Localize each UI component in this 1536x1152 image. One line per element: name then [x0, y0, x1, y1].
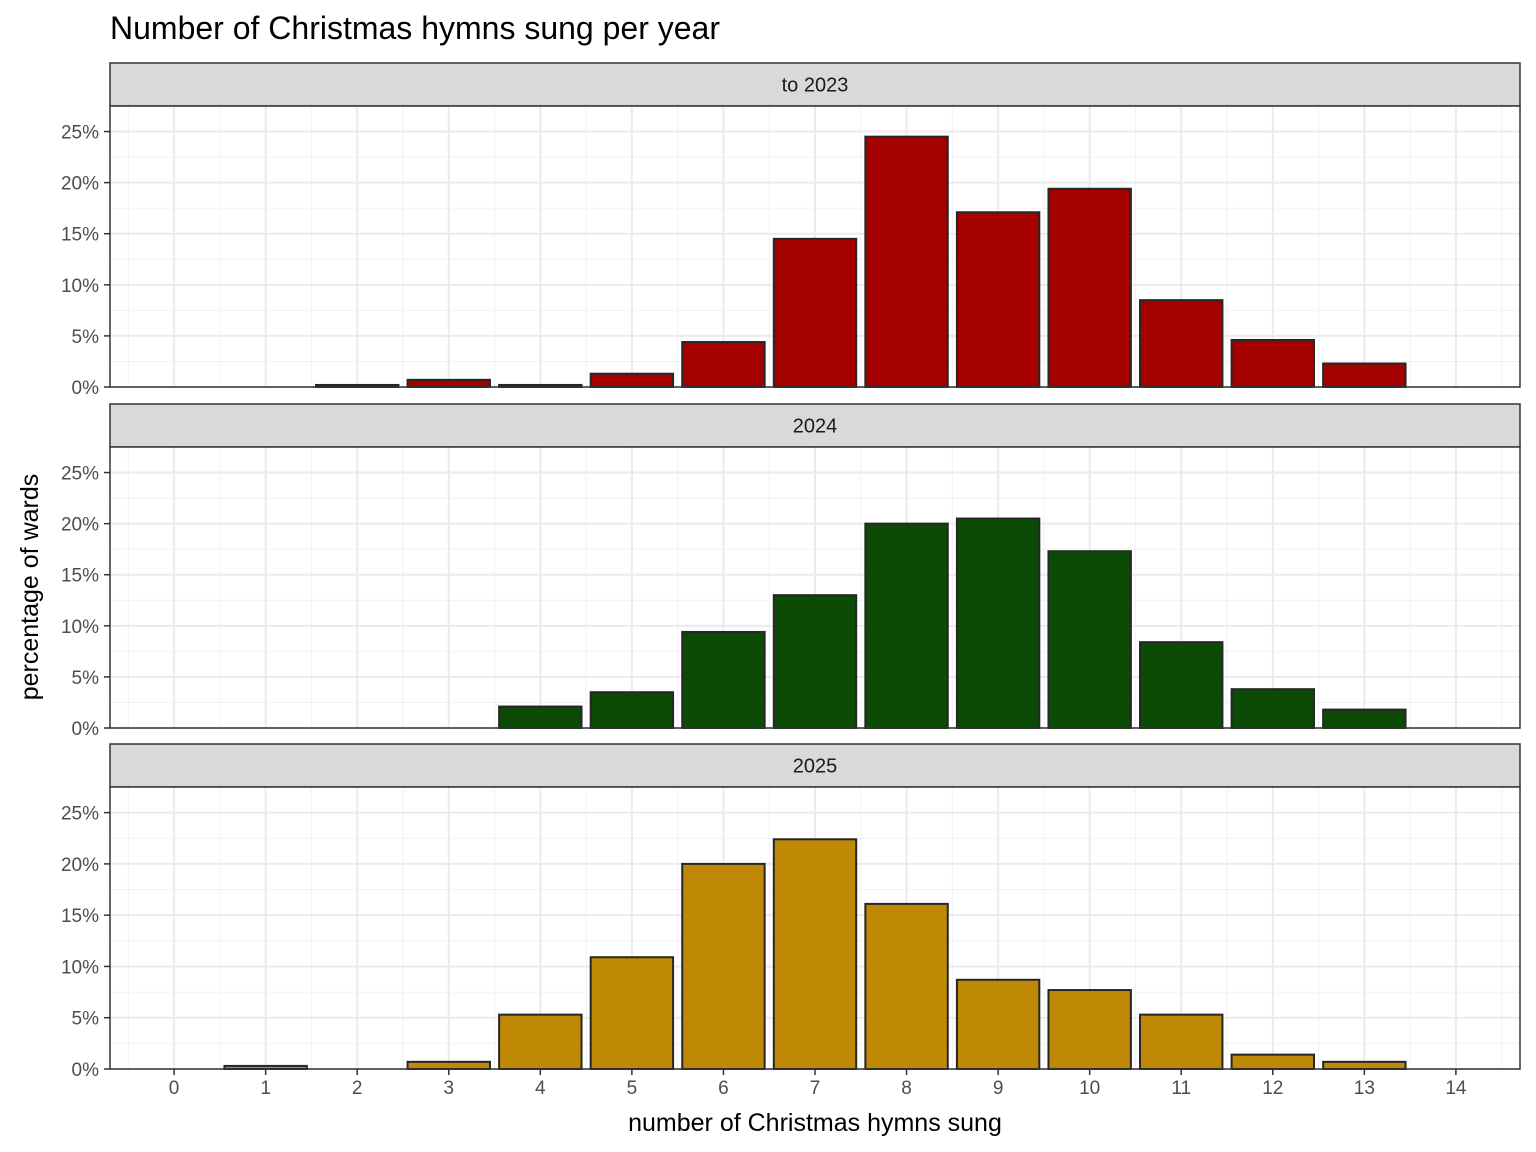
y-tick-label: 25% [61, 464, 99, 485]
bar [864, 902, 949, 1070]
bar [1047, 550, 1132, 730]
y-tick-label: 25% [61, 804, 99, 825]
bar [589, 956, 675, 1071]
bar [772, 594, 858, 729]
facet-panel: 2024 0% 5% 10% 15% 20% 25% [61, 403, 1521, 740]
bar [589, 372, 675, 389]
y-tick-label: 20% [61, 855, 99, 876]
chart-title: Number of Christmas hymns sung per year [110, 10, 720, 46]
bar [772, 237, 858, 388]
bar [864, 522, 949, 729]
bar [406, 1060, 491, 1070]
x-tick-label: 12 [1262, 1078, 1283, 1099]
x-axis: 0 1 2 3 4 5 6 7 8 9 10 11 12 13 14 [169, 1069, 1467, 1099]
y-axis-title: percentage of wards [16, 474, 44, 701]
y-tick-label: 15% [61, 225, 99, 246]
bar [1322, 1060, 1407, 1070]
y-tick-label: 0% [72, 378, 100, 399]
facet-panel: 2025 0% 5% 10% 15% 20% 25% [61, 743, 1521, 1081]
y-tick-label: 5% [72, 327, 100, 348]
bar [1322, 708, 1407, 730]
x-tick-label: 13 [1354, 1078, 1375, 1099]
bar [498, 705, 583, 729]
facet-strip-label: to 2023 [782, 75, 849, 97]
x-tick-label: 14 [1445, 1078, 1467, 1099]
bar [1230, 338, 1315, 389]
y-tick-label: 0% [72, 1060, 100, 1081]
x-tick-label: 11 [1171, 1078, 1191, 1099]
y-tick-label: 20% [61, 174, 99, 195]
bar [1047, 187, 1132, 388]
y-tick-label: 20% [61, 515, 99, 536]
y-tick-label: 5% [72, 668, 100, 689]
x-tick-label: 8 [901, 1078, 912, 1099]
facet-strip-label: 2024 [793, 416, 838, 438]
y-tick-label: 10% [61, 276, 99, 297]
y-tick-label: 5% [72, 1009, 100, 1030]
bar [681, 341, 766, 389]
y-tick-label: 10% [61, 617, 99, 638]
facet-strip [109, 62, 1521, 107]
bar [864, 135, 949, 388]
y-tick-label: 15% [61, 566, 99, 587]
x-tick-label: 9 [993, 1078, 1004, 1099]
y-tick-label: 10% [61, 957, 99, 978]
bar [406, 378, 491, 388]
bar [955, 517, 1041, 730]
x-tick-label: 7 [810, 1078, 821, 1099]
bar [1139, 1013, 1224, 1070]
bar [772, 838, 858, 1070]
panel-border [109, 105, 1521, 388]
x-tick-label: 6 [718, 1078, 729, 1099]
bar [681, 630, 766, 730]
x-tick-label: 10 [1079, 1078, 1100, 1099]
bar [589, 691, 675, 730]
facet-strip [109, 743, 1521, 788]
bar [955, 211, 1041, 388]
x-tick-label: 2 [352, 1078, 363, 1099]
bar [1139, 641, 1224, 730]
bar [1230, 1053, 1315, 1071]
bar [1322, 362, 1407, 388]
x-axis-title: number of Christmas hymns sung [628, 1109, 1002, 1137]
bar [498, 1013, 583, 1070]
x-tick-label: 0 [169, 1078, 180, 1099]
x-tick-label: 4 [535, 1078, 546, 1099]
facet-strip-label: 2025 [793, 756, 838, 778]
bar [1230, 688, 1315, 729]
bar [1139, 299, 1224, 388]
facet-panel: to 2023 0% 5% 10% 15% 20% 25% [61, 62, 1521, 399]
y-tick-label: 0% [72, 719, 100, 740]
panel-border [109, 446, 1521, 729]
bar [1047, 989, 1132, 1070]
bar [681, 862, 766, 1071]
y-tick-label: 25% [61, 123, 99, 144]
y-tick-label: 15% [61, 906, 99, 927]
x-tick-label: 5 [627, 1078, 638, 1099]
facet-panels: to 2023 0% 5% 10% 15% 20% 25% 2024 0% 5% 10% 15% 20%… [61, 62, 1521, 1081]
x-tick-label: 1 [260, 1078, 271, 1099]
bar [955, 978, 1041, 1071]
x-tick-label: 3 [443, 1078, 454, 1099]
